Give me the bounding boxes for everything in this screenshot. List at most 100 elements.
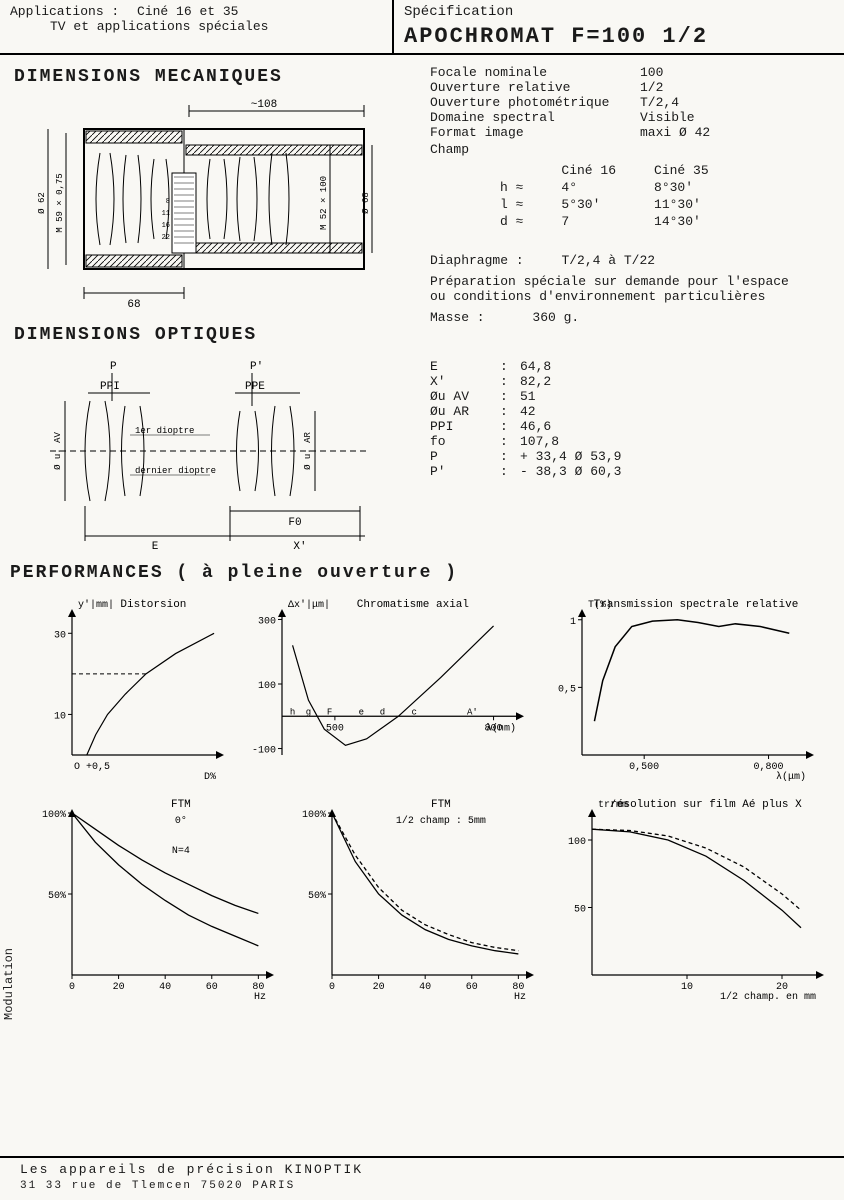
prep-note: Préparation spéciale sur demande pour l'… (430, 274, 810, 304)
svg-text:20: 20 (373, 982, 385, 993)
specification-block: Spécification APOCHROMAT F=100 1/2 (394, 0, 844, 53)
svg-text:0,500: 0,500 (629, 762, 659, 773)
svg-text:20: 20 (113, 982, 125, 993)
dim-left1: Ø 62 (37, 192, 47, 214)
opt-key: E (430, 359, 500, 374)
spec-val: maxi Ø 42 (640, 125, 730, 140)
diaphragme-label: Diaphragme : (430, 253, 524, 268)
svg-text:Chromatisme axial: Chromatisme axial (357, 599, 469, 611)
svg-text:1/2 champ. en mm: 1/2 champ. en mm (720, 991, 816, 1003)
dim-left2: M 59 × 0,75 (55, 173, 65, 232)
champ-col (482, 163, 541, 178)
opt-val: - 38,3 Ø 60,3 (520, 464, 720, 479)
champ-cell: 14°30' (636, 214, 727, 229)
champ-row-label: l ≈ (482, 197, 541, 212)
opt-val: 51 (520, 389, 720, 404)
footer-line1: Les appareils de précision KINOPTIK (20, 1162, 363, 1177)
spec-val: 100 (640, 65, 730, 80)
svg-text:D%: D% (204, 772, 216, 783)
applications-block: Applications : Ciné 16 et 35 TV et appli… (0, 0, 394, 53)
optical-values: E:64,8X':82,2Øu AV:51Øu AR:42PPI:46,6fo:… (430, 359, 844, 479)
svg-text:40: 40 (159, 982, 171, 993)
svg-text:30: 30 (54, 630, 66, 641)
dim-bottom: 68 (127, 299, 140, 311)
opt-f0: F0 (288, 517, 301, 529)
opt-val: 107,8 (520, 434, 720, 449)
section-perf: PERFORMANCES ( à pleine ouverture ) (10, 563, 844, 583)
chart-resolution: 501001020tr/mm1/2 champ. en mmrésolution… (550, 793, 830, 1003)
opt-d1: 1er dioptre (135, 426, 194, 436)
svg-text:10: 10 (54, 711, 66, 722)
svg-text:c: c (412, 707, 417, 717)
svg-text:0,5: 0,5 (558, 684, 576, 695)
svg-text:1: 1 (570, 617, 576, 628)
mechanical-diagram: ~108 (14, 93, 384, 313)
opt-p: P (110, 361, 117, 373)
opt-x: X' (293, 541, 306, 551)
section-dim-opt: DIMENSIONS OPTIQUES (14, 325, 410, 345)
champ-col: Ciné 16 (543, 163, 634, 178)
opt-ar: Ø u. AR (303, 432, 313, 470)
opt-e: E (152, 541, 159, 551)
svg-text:Distorsion: Distorsion (120, 599, 186, 611)
opt-pp: P' (250, 361, 263, 373)
opt-d2: dernier dioptre (135, 466, 216, 476)
spec-val: Visible (640, 110, 730, 125)
champ-cell: 8°30' (636, 180, 727, 195)
applications-label: Applications : (10, 4, 119, 19)
champ-cell: 4° (543, 180, 634, 195)
opt-key: PPI (430, 419, 500, 434)
spec-key: Ouverture relative (430, 80, 640, 95)
svg-text:h: h (290, 707, 295, 717)
dim-right2: Ø 68 (361, 192, 371, 214)
modulation-axis-label: Modulation (2, 948, 16, 1020)
spec-val: 1/2 (640, 80, 730, 95)
svg-text:300: 300 (258, 616, 276, 627)
section-dim-mech: DIMENSIONS MECANIQUES (14, 67, 410, 87)
opt-key: fo (430, 434, 500, 449)
champ-label: Champ (430, 142, 640, 157)
opt-val: + 33,4 Ø 53,9 (520, 449, 720, 464)
svg-text:100: 100 (568, 837, 586, 848)
champ-row-label: h ≈ (482, 180, 541, 195)
opt-key: P (430, 449, 500, 464)
svg-text:λ(nm): λ(nm) (486, 722, 516, 734)
svg-text:1/2 champ : 5mm: 1/2 champ : 5mm (396, 815, 486, 827)
opt-ppe: PPE (245, 381, 265, 393)
spec-list: Focale nominale100Ouverture relative1/2O… (430, 65, 844, 140)
svg-text:Hz: Hz (254, 992, 266, 1003)
header-bar: Applications : Ciné 16 et 35 TV et appli… (0, 0, 844, 55)
svg-text:A': A' (467, 707, 478, 717)
svg-text:λ(μm): λ(μm) (776, 771, 806, 783)
svg-text:Hz: Hz (514, 992, 526, 1003)
opt-val: 46,6 (520, 419, 720, 434)
svg-text:-100: -100 (252, 746, 276, 757)
svg-text:50%: 50% (48, 891, 66, 902)
svg-text:11: 11 (162, 210, 170, 218)
opt-ppi: PPI (100, 381, 120, 393)
svg-text:O +0,5: O +0,5 (74, 762, 110, 773)
spec-title: APOCHROMAT F=100 1/2 (404, 24, 834, 49)
applications-line1: Ciné 16 et 35 (137, 4, 238, 19)
svg-text:50: 50 (574, 905, 586, 916)
svg-text:g: g (306, 707, 311, 717)
svg-text:résolution sur film Aé plus X: résolution sur film Aé plus X (610, 799, 802, 811)
svg-text:Transmission spectrale relativ: Transmission spectrale relative (594, 599, 799, 611)
champ-cell: 11°30' (636, 197, 727, 212)
opt-key: X' (430, 374, 500, 389)
svg-text:0: 0 (69, 982, 75, 993)
champ-row-label: d ≈ (482, 214, 541, 229)
svg-text:0°: 0° (175, 815, 187, 827)
footer: Les appareils de précision KINOPTIK 31 3… (0, 1156, 844, 1196)
opt-key: Øu AV (430, 389, 500, 404)
dim-right1: M 52 × 100 (319, 176, 329, 230)
svg-text:10: 10 (681, 982, 693, 993)
svg-text:N=4: N=4 (172, 846, 190, 857)
svg-text:0: 0 (329, 982, 335, 993)
svg-text:100%: 100% (42, 810, 66, 821)
svg-text:F: F (327, 707, 332, 717)
champ-cell: 5°30' (543, 197, 634, 212)
opt-val: 64,8 (520, 359, 720, 374)
champ-table: Ciné 16Ciné 35h ≈4°8°30'l ≈5°30'11°30'd … (480, 161, 729, 231)
opt-key: Øu AR (430, 404, 500, 419)
